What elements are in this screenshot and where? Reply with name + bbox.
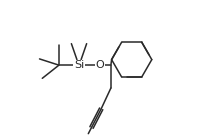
Text: O: O: [95, 60, 104, 70]
Text: Si: Si: [74, 60, 84, 70]
